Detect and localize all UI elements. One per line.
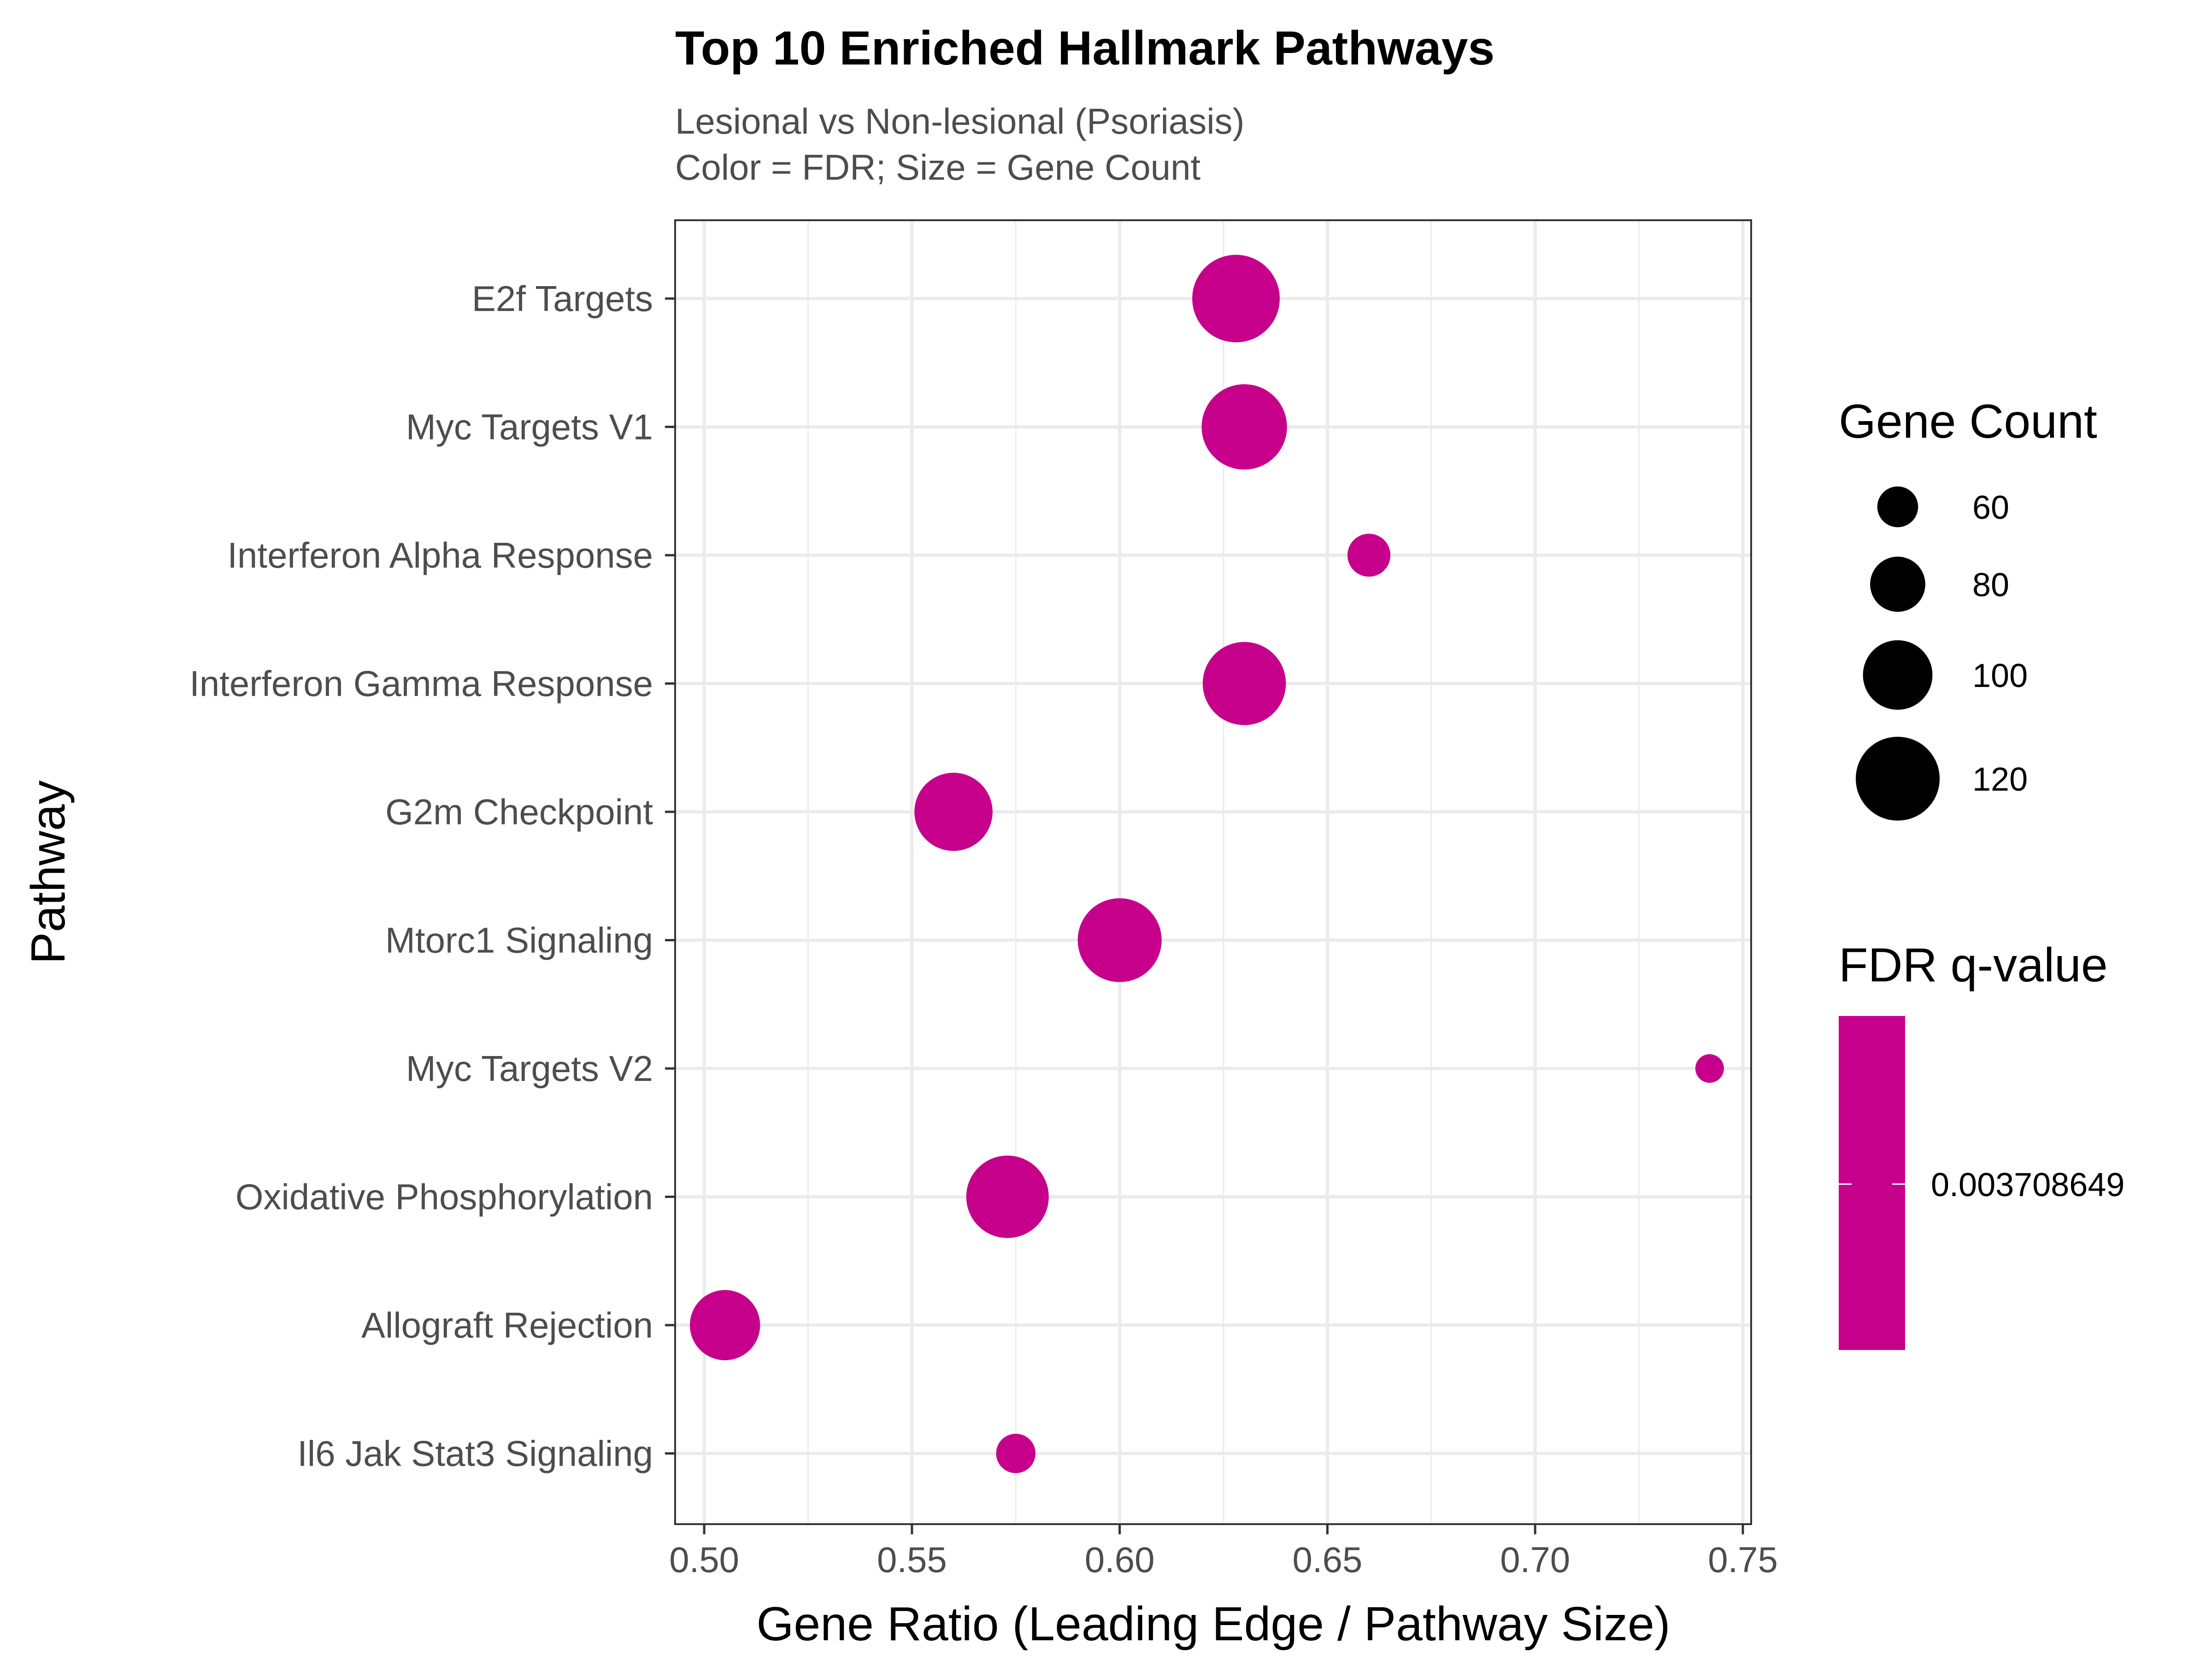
plot-panel-border [674, 219, 1752, 1525]
minor-gridlines [807, 220, 1640, 1524]
y-axis: E2f Targets Myc Targets V1 Interferon Alph… [189, 278, 675, 1474]
y-tick-label: Allograft Rejection [361, 1305, 653, 1345]
data-point [1695, 1054, 1724, 1083]
size-legend-key [1877, 486, 1918, 528]
size-legend-label: 120 [1972, 761, 2028, 798]
y-tick-label: Interferon Gamma Response [189, 663, 653, 704]
y-tick-label: Interferon Alpha Response [227, 535, 653, 575]
x-tick-label: 0.75 [1708, 1539, 1778, 1580]
data-point [914, 773, 993, 851]
y-tick-label: G2m Checkpoint [385, 792, 653, 832]
y-axis-title: Pathway [22, 781, 75, 964]
x-tick-label: 0.70 [1500, 1539, 1570, 1580]
x-axis-title: Gene Ratio (Leading Edge / Pathway Size) [757, 1597, 1671, 1651]
color-legend-label: 0.003708649 [1931, 1167, 2124, 1203]
y-tick-label: Myc Targets V2 [406, 1048, 653, 1089]
x-tick-label: 0.55 [877, 1539, 947, 1580]
size-legend-key [1855, 736, 1940, 821]
size-legend-label: 80 [1972, 567, 2009, 604]
size-legend-title: Gene Count [1839, 395, 2097, 448]
data-point [1347, 534, 1391, 577]
x-tick-label: 0.65 [1293, 1539, 1363, 1580]
chart-title: Top 10 Enriched Hallmark Pathways [675, 22, 1494, 75]
x-axis: 0.50 0.55 0.60 0.65 0.70 0.75 [669, 1524, 1778, 1580]
data-point [1201, 384, 1287, 470]
size-legend-key [1870, 557, 1925, 612]
color-legend-title: FDR q-value [1839, 939, 2108, 992]
data-point [689, 1290, 760, 1361]
y-tick-label: Oxidative Phosphorylation [235, 1177, 653, 1217]
color-legend: FDR q-value 0.003708649 [1839, 939, 2124, 1350]
y-tick-label: E2f Targets [472, 278, 653, 319]
chart-subtitle-line-1: Lesional vs Non-lesional (Psoriasis) [675, 101, 1245, 141]
size-legend-key [1863, 640, 1933, 710]
y-tick-label: Il6 Jak Stat3 Signaling [297, 1433, 653, 1474]
data-points [689, 255, 1724, 1473]
size-legend-label: 100 [1972, 657, 2028, 694]
data-point [1077, 898, 1162, 982]
size-legend-label: 60 [1972, 489, 2009, 526]
chart-subtitle-line-2: Color = FDR; Size = Gene Count [675, 147, 1201, 188]
data-point [1202, 642, 1286, 725]
color-legend-bar [1839, 1016, 1905, 1350]
x-tick-label: 0.60 [1085, 1539, 1155, 1580]
x-tick-label: 0.50 [669, 1539, 739, 1580]
data-point [1192, 255, 1280, 342]
y-tick-label: Mtorc1 Signaling [385, 920, 653, 961]
data-point [996, 1433, 1035, 1473]
size-legend: Gene Count 60 80 100 120 [1839, 395, 2097, 821]
y-tick-label: Myc Targets V1 [406, 407, 653, 447]
data-point [966, 1156, 1049, 1238]
